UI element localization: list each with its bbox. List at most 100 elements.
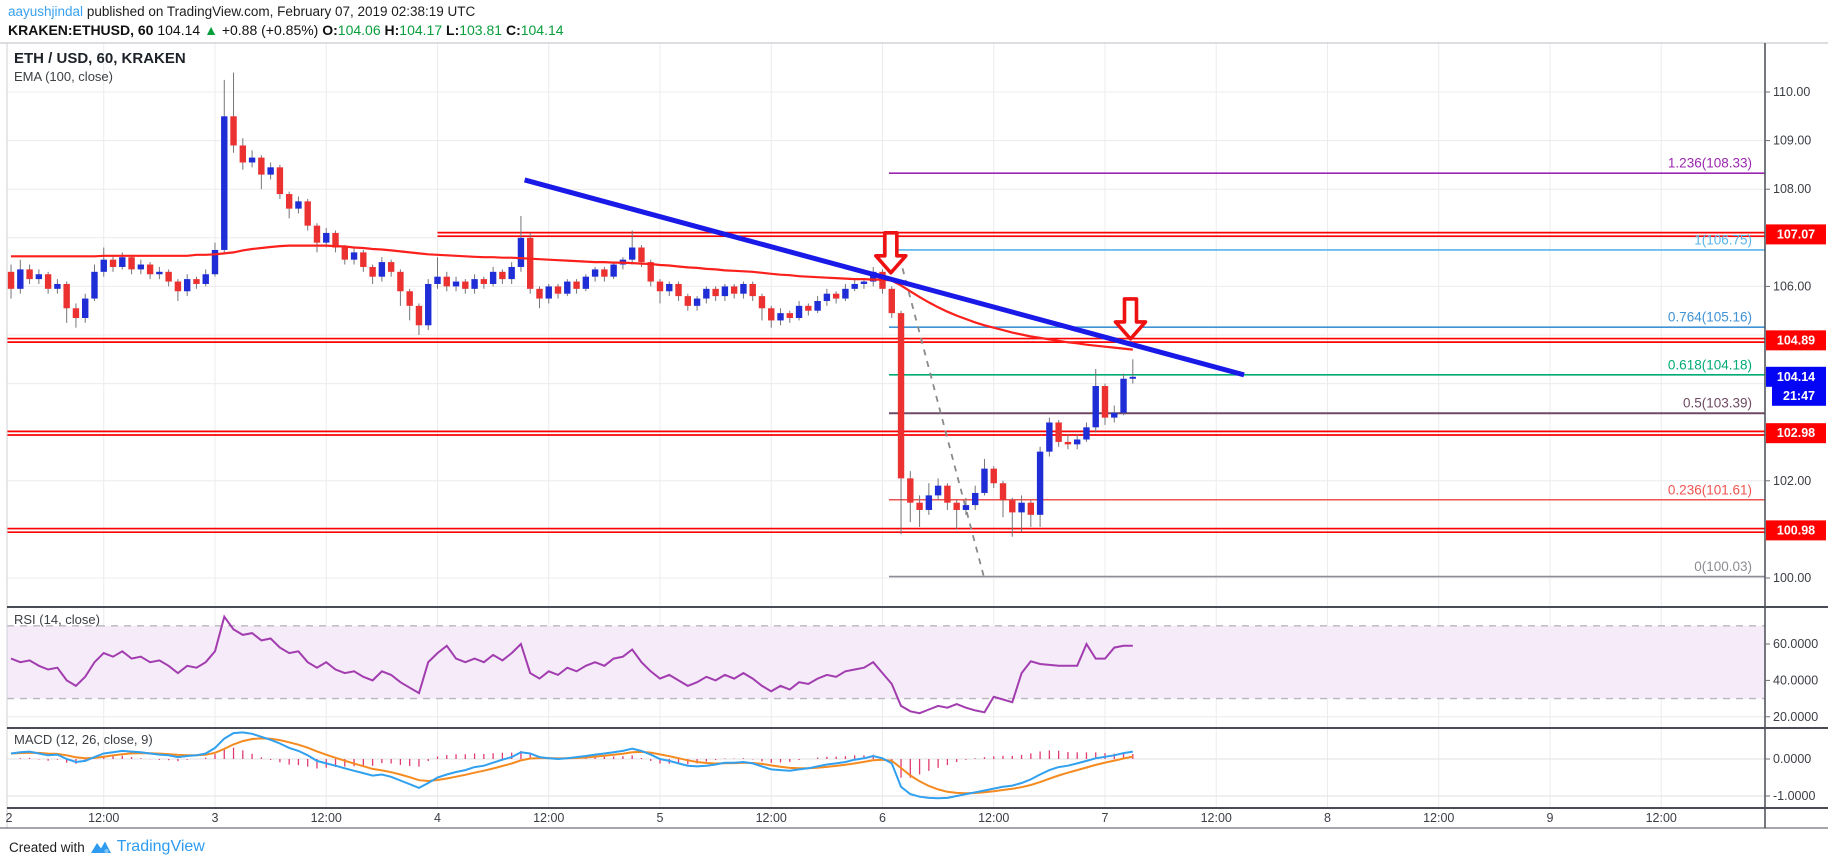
price-alert-badge-text: 102.98 xyxy=(1777,426,1815,440)
candle-body xyxy=(823,293,831,301)
candle-body xyxy=(944,485,951,503)
candle-body xyxy=(397,271,404,292)
author-link[interactable]: aayushjindal xyxy=(8,4,84,19)
candle-body xyxy=(434,276,441,284)
candle-body xyxy=(128,257,135,270)
candle-body xyxy=(91,271,98,299)
candle-body xyxy=(406,291,413,306)
candle-body xyxy=(897,313,905,479)
candle-body xyxy=(1092,386,1099,428)
price-axis-label: 109.00 xyxy=(1773,134,1811,148)
candle-body xyxy=(499,271,506,280)
candle-body xyxy=(1027,502,1035,515)
candle-body xyxy=(156,271,163,275)
candle-body xyxy=(221,116,228,250)
time-axis[interactable]: 2 12:00 3 12:00 4 12:00 5 12:00 6 12:00 7 12:00 8 12:… xyxy=(6,811,1677,825)
candle-body xyxy=(638,247,645,263)
candle-body xyxy=(1129,376,1137,379)
price-alert-badge xyxy=(1766,224,1826,245)
candle-body xyxy=(860,281,868,284)
candle-body xyxy=(721,286,729,297)
rsi-axis-label: 40.0000 xyxy=(1773,673,1818,687)
candle-body xyxy=(183,279,191,292)
candle-body xyxy=(740,283,747,294)
publish-info: aayushjindal published on TradingView.co… xyxy=(8,4,475,19)
candle-body xyxy=(119,257,126,267)
candle-body xyxy=(990,468,997,484)
fib-retracement: 1.236(108.33) 1(106.75) 0.764(105.16) 0.618… xyxy=(888,156,1765,578)
fib-base-dashed-line xyxy=(895,244,985,576)
candle-body xyxy=(517,237,525,267)
footer: Created with TradingView xyxy=(9,838,205,856)
candle-body xyxy=(1101,386,1109,418)
candle-body xyxy=(258,157,265,175)
candle-body xyxy=(925,495,933,510)
candle-body xyxy=(248,157,256,163)
price-axis[interactable]: 110.00 109.00 108.00 106.00 102.00 100.00 60.0… xyxy=(1765,85,1826,803)
time-axis-label: 7 xyxy=(1102,811,1109,825)
macd-line-path xyxy=(10,731,1133,800)
candle-body xyxy=(369,266,376,277)
last-price-badge xyxy=(1766,366,1826,387)
candle-body xyxy=(508,266,515,280)
time-axis-label: 2 xyxy=(6,811,13,825)
low-value: 103.81 xyxy=(459,22,503,38)
candle-body xyxy=(703,288,710,299)
rsi-indicator-label[interactable]: RSI (14, close) xyxy=(14,612,100,627)
ema-path xyxy=(11,244,1133,351)
candle-body xyxy=(276,167,284,195)
time-axis-label: 12:00 xyxy=(533,811,564,825)
fib-label: 0.236(101.61) xyxy=(1668,482,1752,497)
candle-body xyxy=(610,264,617,277)
rsi-axis-label: 60.0000 xyxy=(1773,637,1818,651)
candle-body xyxy=(675,283,682,297)
candle-body xyxy=(211,249,219,275)
candle-body xyxy=(387,262,395,272)
candle-body xyxy=(916,502,923,510)
price-axis-label: 108.00 xyxy=(1773,182,1811,196)
candle-body xyxy=(137,264,145,270)
candle-body xyxy=(712,288,719,297)
open-value: 104.06 xyxy=(337,22,381,38)
macd-series xyxy=(10,731,1134,800)
time-axis-label: 12:00 xyxy=(88,811,119,825)
chart-legend-title[interactable]: ETH / USD, 60, KRAKEN xyxy=(14,50,186,67)
candle-body xyxy=(471,279,478,289)
tradingview-brand-link[interactable]: TradingView xyxy=(116,838,205,855)
close-label: C: xyxy=(505,22,521,38)
candle-body xyxy=(554,286,562,294)
candle-body xyxy=(82,298,89,318)
candle-body xyxy=(851,283,858,289)
candle-body xyxy=(202,274,209,284)
fib-label: 0.5(103.39) xyxy=(1683,396,1752,411)
candle-body xyxy=(527,237,534,289)
candle-body xyxy=(564,281,571,294)
candle-body xyxy=(489,271,497,284)
candle-body xyxy=(647,262,654,282)
candle-body xyxy=(693,298,701,306)
time-axis-label: 12:00 xyxy=(1646,811,1677,825)
macd-indicator-label[interactable]: MACD (12, 26, close, 9) xyxy=(14,732,153,747)
rsi-axis-label: 20.0000 xyxy=(1773,710,1818,724)
candle-body xyxy=(378,262,386,277)
time-axis-label: 6 xyxy=(879,811,886,825)
bar-countdown-badge xyxy=(1772,385,1826,406)
candle-body xyxy=(656,281,664,292)
symbol-info-bar: KRAKEN:ETHUSD, 60 104.14 ▲ +0.88 (+0.85%… xyxy=(8,22,564,38)
candle-body xyxy=(786,313,793,318)
close-value: 104.14 xyxy=(520,22,564,38)
ema-100-line xyxy=(11,244,1133,351)
candle-body xyxy=(591,269,599,277)
candle-body xyxy=(749,283,756,297)
high-label: H: xyxy=(384,22,400,38)
candle-body xyxy=(165,271,172,282)
candle-body xyxy=(230,116,237,146)
candle-body xyxy=(805,305,812,311)
candle-body xyxy=(54,283,61,289)
chart-legend-ema[interactable]: EMA (100, close) xyxy=(14,69,113,84)
candle-body xyxy=(44,274,52,289)
candle-body xyxy=(72,308,80,318)
candle-body xyxy=(452,281,460,287)
